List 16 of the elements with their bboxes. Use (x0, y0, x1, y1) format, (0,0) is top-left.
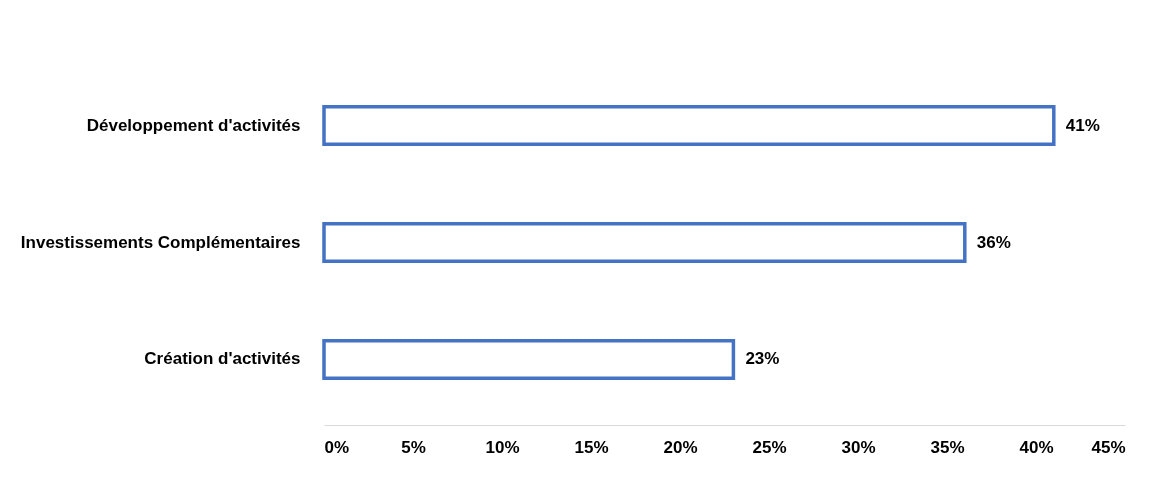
data-label: 23% (745, 349, 780, 369)
x-tick-label: 30% (841, 437, 876, 457)
x-tick-label: 40% (1019, 437, 1054, 457)
x-tick-label: 35% (930, 437, 965, 457)
y-tick-label: Développement d'activités (86, 115, 301, 135)
data-label: 41% (1065, 115, 1100, 135)
x-tick-label: 45% (1091, 437, 1126, 457)
x-tick-label: 20% (663, 437, 698, 457)
y-tick-label: Création d'activités (144, 349, 301, 369)
x-tick-label: 25% (752, 437, 787, 457)
y-tick-label: Investissements Complémentaires (20, 232, 301, 252)
data-label: 36% (976, 232, 1011, 252)
x-tick-label: 15% (574, 437, 609, 457)
x-tick-label: 5% (401, 437, 426, 457)
x-tick-label: 10% (485, 437, 520, 457)
x-tick-label: 0% (324, 437, 350, 457)
